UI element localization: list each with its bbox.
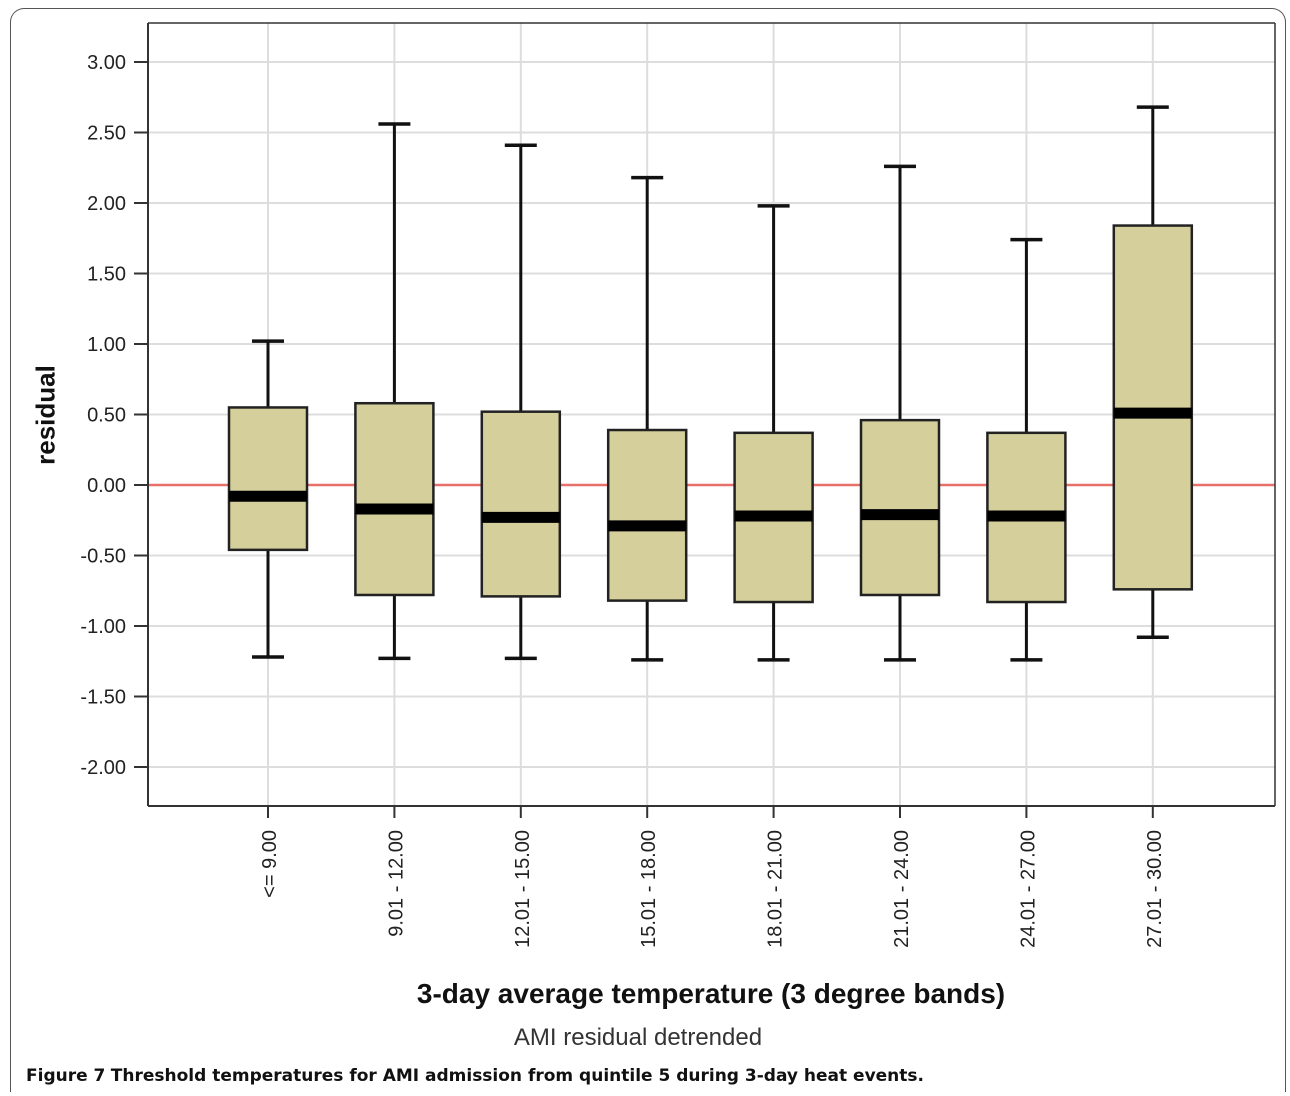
- y-tick-label: -0.50: [80, 546, 126, 568]
- box-3: [606, 175, 688, 662]
- x-tick-label: 21.01 - 24.00: [891, 830, 913, 948]
- box-iqr: [227, 406, 309, 552]
- y-tick-label: 2.00: [87, 193, 126, 215]
- y-tick-label: -1.50: [80, 687, 126, 709]
- box-iqr: [480, 410, 562, 598]
- figure-caption: Figure 7 Threshold temperatures for AMI …: [26, 1066, 924, 1086]
- box-4: [733, 204, 814, 662]
- y-tick-label: 2.50: [87, 123, 126, 145]
- x-tick-label: <= 9.00: [259, 830, 281, 898]
- x-tick-label: 24.01 - 27.00: [1017, 830, 1039, 948]
- y-tick-label: 1.50: [87, 264, 126, 286]
- box-7: [1112, 105, 1194, 640]
- boxes-layer: [227, 105, 1194, 662]
- box-iqr: [1112, 224, 1194, 591]
- y-tick-label: -1.00: [80, 616, 126, 638]
- y-tick-labels: 3.00 2.50 2.00 1.50 1.00 0.50 0.00 -0.50 -1.00 -1…: [80, 52, 126, 779]
- box-5: [859, 164, 941, 662]
- y-tick-label: 1.00: [87, 334, 126, 356]
- figure-frame: [10, 8, 1286, 1092]
- x-tick-label: 12.01 - 15.00: [512, 830, 534, 948]
- box-iqr: [859, 418, 941, 597]
- x-tick-label: 15.01 - 18.00: [638, 830, 660, 948]
- x-tick-label: 9.01 - 12.00: [385, 830, 407, 937]
- caption-text: Threshold temperatures for AMI admission…: [110, 1066, 924, 1086]
- y-tick-label: -2.00: [80, 757, 126, 779]
- chart-subtitle: AMI residual detrended: [513, 1024, 763, 1051]
- x-tick-label: 27.01 - 30.00: [1144, 830, 1166, 948]
- y-tick-label: 3.00: [87, 52, 126, 74]
- axes: [134, 22, 1276, 818]
- box-0: [227, 339, 309, 659]
- box-6: [986, 237, 1067, 662]
- x-tick-labels: <= 9.00 9.01 - 12.00 12.01 - 15.00 15.01 - …: [259, 830, 1166, 948]
- y-tick-label: 0.50: [87, 405, 126, 427]
- x-tick-label: 18.01 - 21.00: [765, 830, 787, 948]
- x-axis-label: 3-day average temperature (3 degree band…: [416, 978, 1006, 1009]
- y-axis-label: residual: [30, 365, 61, 465]
- box-iqr: [354, 401, 435, 597]
- y-tick-label: 0.00: [87, 475, 126, 497]
- box-2: [480, 143, 562, 661]
- box-iqr: [606, 428, 688, 602]
- caption-label: Figure 7: [26, 1066, 106, 1086]
- box-1: [354, 122, 435, 661]
